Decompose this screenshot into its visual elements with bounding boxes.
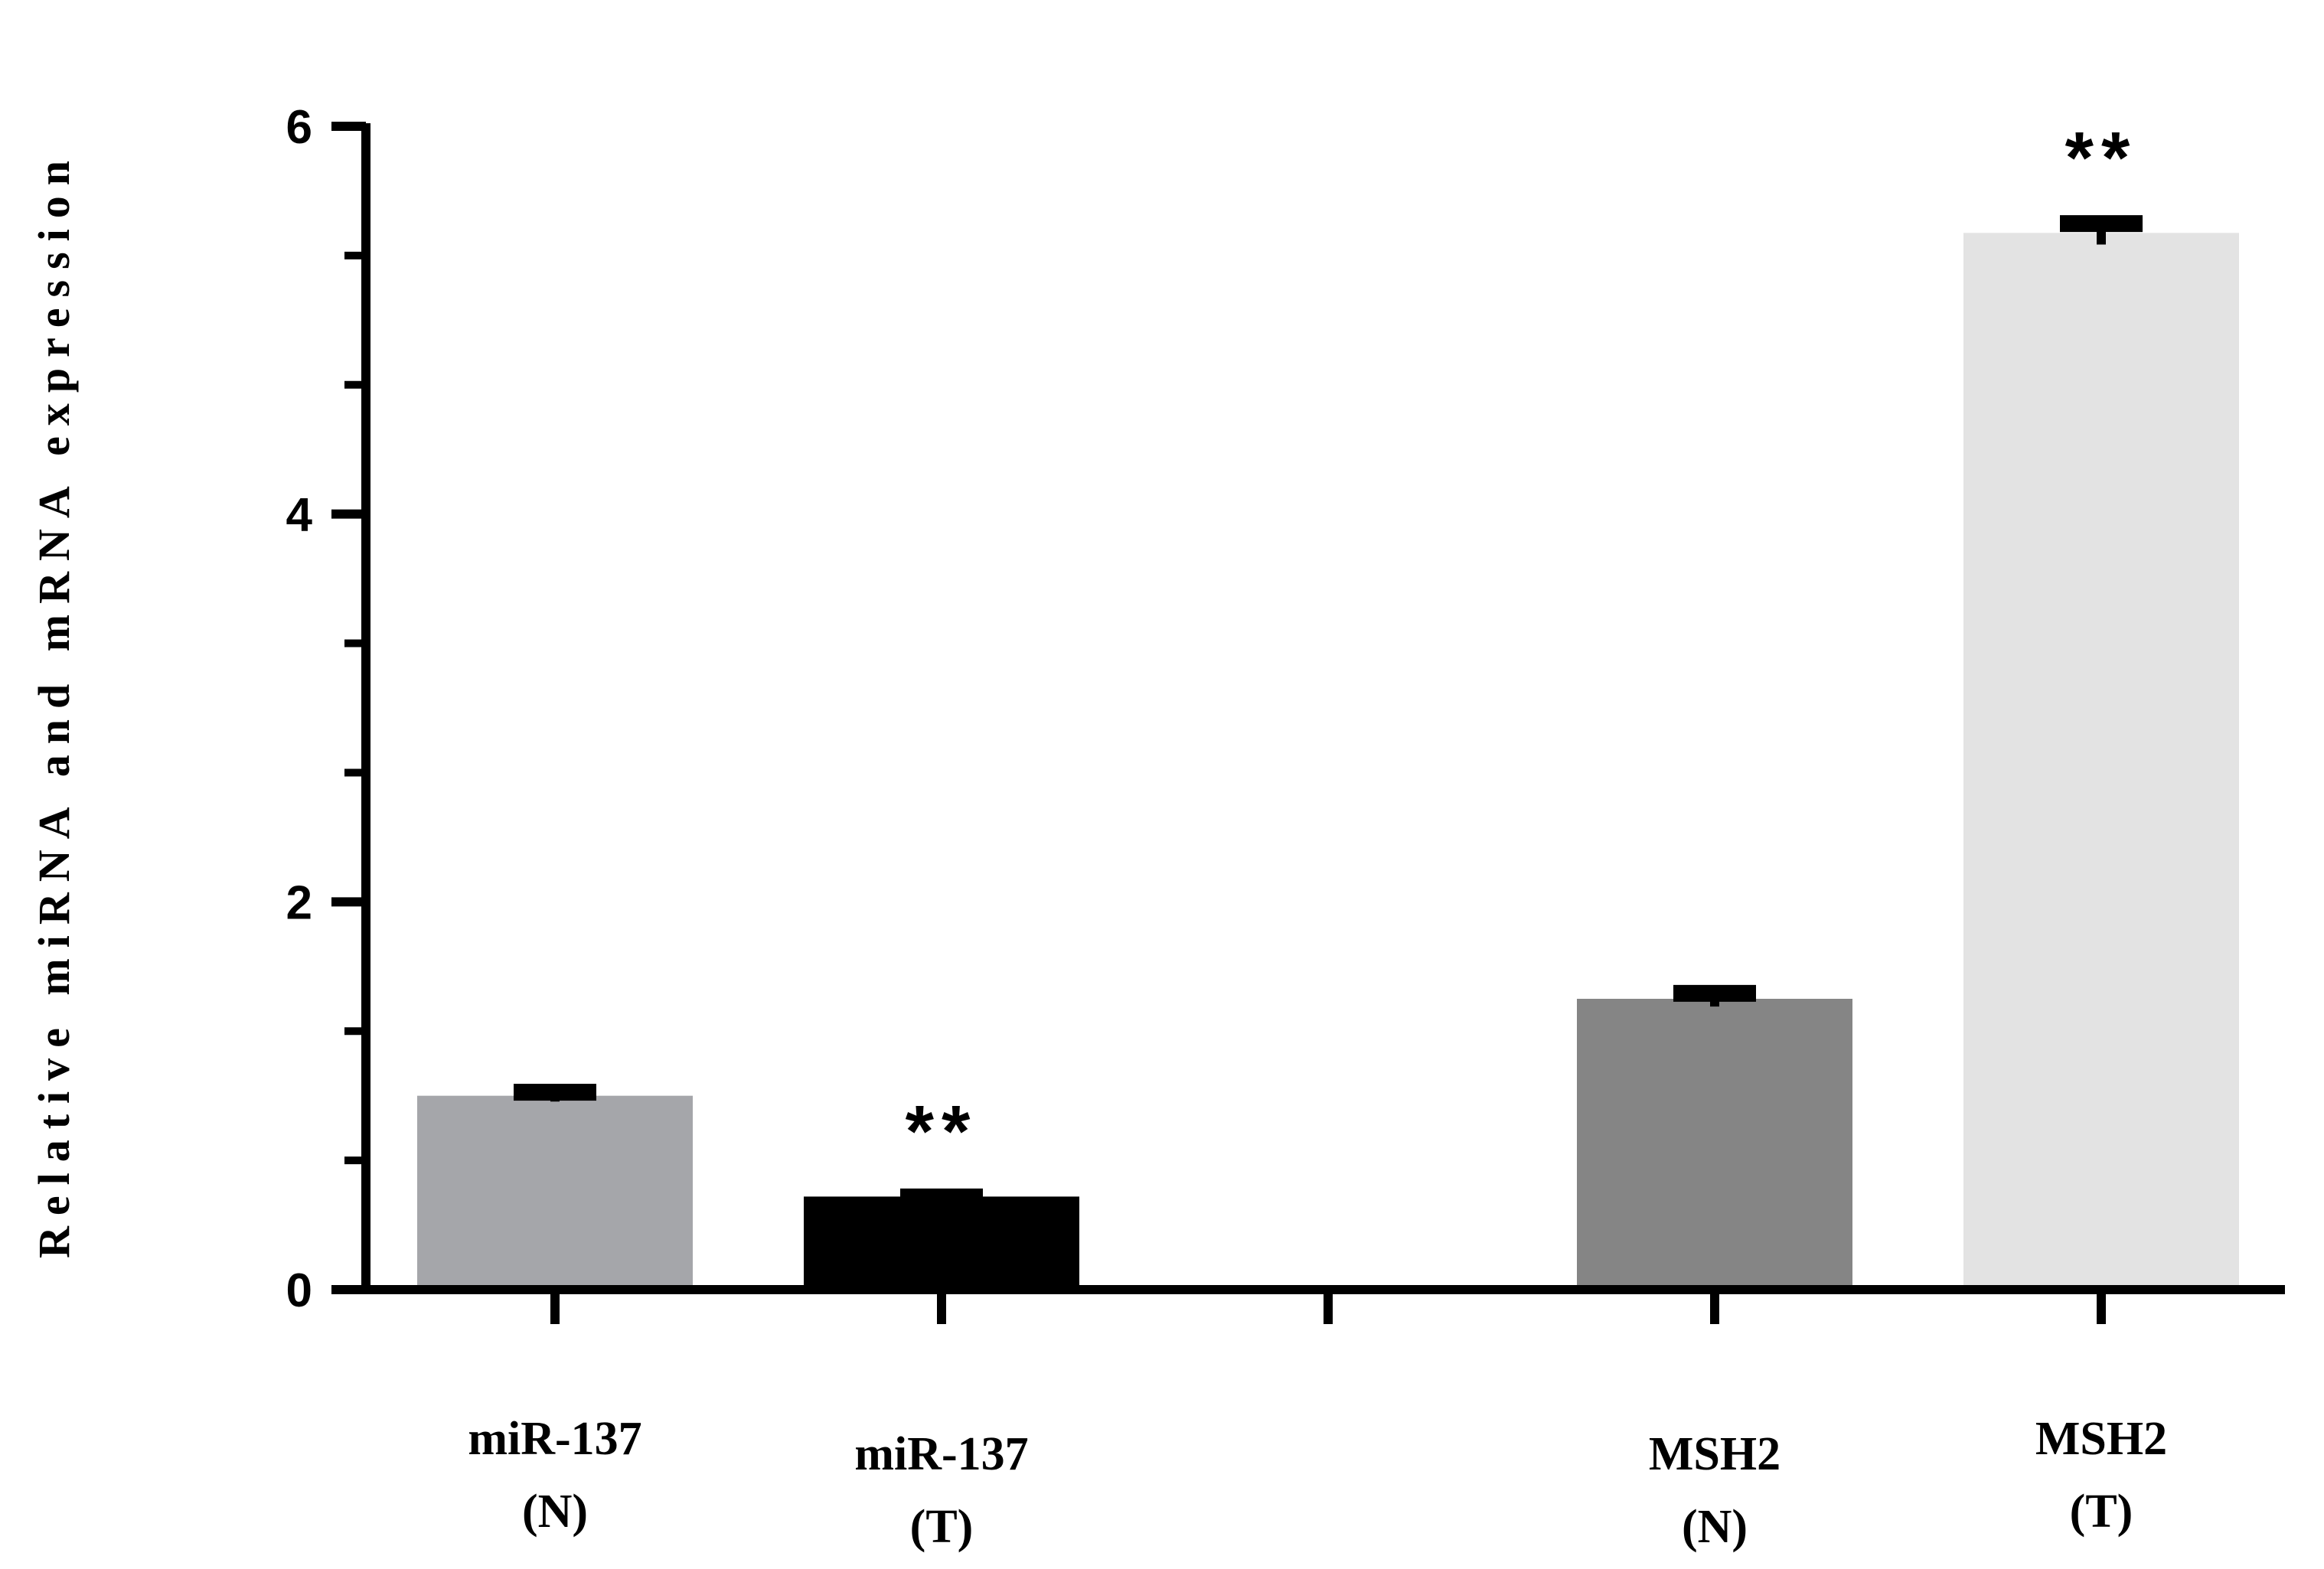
significance-label: ** — [906, 1091, 978, 1173]
error-bar-cap — [1673, 984, 1756, 1002]
category-label-line1: MSH2 — [2035, 1413, 2167, 1465]
bar — [1577, 999, 1852, 1290]
bars-group — [417, 233, 2239, 1290]
category-label-line2: (N) — [522, 1486, 588, 1538]
category-label-line1: MSH2 — [1649, 1428, 1781, 1480]
category-labels-group: miR-137 (N) miR-137 (T) MSH2 (N) MSH2 (T) — [468, 1413, 2167, 1553]
category-label-line1: miR-137 — [854, 1428, 1028, 1480]
annotations-group: ** ** — [906, 117, 2138, 1173]
error-bars-group — [514, 215, 2143, 1205]
category-label-line2: (N) — [1682, 1501, 1748, 1553]
y-tick-label: 4 — [286, 489, 313, 542]
y-axis-label: Relative miRNA and mRNA expression — [29, 150, 79, 1258]
error-bar-cap — [514, 1084, 596, 1101]
category-label-line1: miR-137 — [468, 1413, 641, 1465]
significance-label: ** — [2065, 117, 2138, 199]
x-ticks-group — [550, 1290, 2106, 1324]
error-bar-cap — [2060, 215, 2143, 233]
bar — [417, 1095, 693, 1290]
axes-group — [361, 123, 2285, 1294]
y-tick-label: 0 — [286, 1264, 312, 1317]
y-ticks-group: 0 2 4 6 — [286, 101, 366, 1317]
bar — [804, 1196, 1079, 1290]
category-label-line2: (T) — [2070, 1486, 2133, 1538]
category-label-line2: (T) — [910, 1501, 974, 1553]
bar — [1963, 233, 2239, 1290]
y-tick-label: 2 — [286, 876, 312, 929]
y-tick-label: 6 — [286, 101, 312, 154]
error-bar-cap — [900, 1188, 983, 1205]
